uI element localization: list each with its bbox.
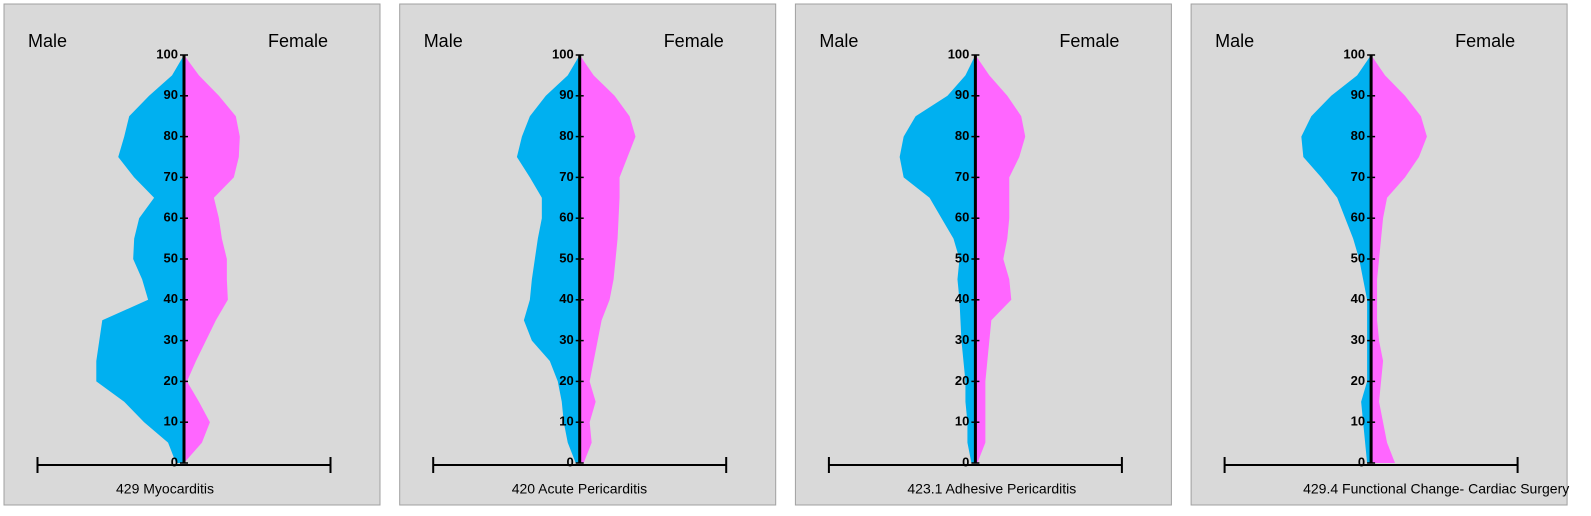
y-tick-label: 100: [552, 46, 574, 61]
y-tick-label: 10: [1351, 414, 1365, 429]
y-tick-label: 90: [164, 87, 178, 102]
y-tick-label: 10: [955, 414, 969, 429]
y-tick-label: 80: [164, 128, 178, 143]
y-tick-label: 20: [955, 373, 969, 388]
area: [899, 55, 976, 463]
y-tick-label: 70: [955, 169, 969, 184]
panel: Male Female 0 10 20 30 40 50 60 70 80 90 100 420 Acut…: [399, 3, 777, 506]
y-tick-label: 60: [164, 210, 178, 225]
y-tick-label: 30: [1351, 332, 1365, 347]
chart-title: 423.1 Adhesive Pericarditis: [907, 481, 1076, 497]
y-tick-label: 40: [164, 291, 178, 306]
y-tick-label: 50: [164, 250, 178, 265]
legend-label: Female: [1455, 31, 1515, 51]
y-tick-label: 70: [559, 169, 573, 184]
y-tick-label: 20: [164, 373, 178, 388]
legend-label: Female: [1059, 31, 1119, 51]
y-tick-label: 0: [1358, 454, 1365, 469]
y-tick-label: 100: [156, 46, 178, 61]
area: [516, 55, 580, 463]
y-tick-label: 90: [1351, 87, 1365, 102]
y-tick-label: 0: [962, 454, 969, 469]
legend-label: Female: [664, 31, 724, 51]
y-tick-label: 0: [566, 454, 573, 469]
y-tick-label: 90: [955, 87, 969, 102]
y-tick-label: 50: [1351, 250, 1365, 265]
y-tick-label: 90: [559, 87, 573, 102]
legend-label: Male: [28, 31, 67, 51]
y-tick-label: 40: [1351, 291, 1365, 306]
y-tick-label: 0: [171, 454, 178, 469]
chart-title: 420 Acute Pericarditis: [512, 481, 647, 497]
y-tick-label: 30: [955, 332, 969, 347]
legend-label: Female: [268, 31, 328, 51]
y-tick-label: 30: [164, 332, 178, 347]
y-tick-label: 30: [559, 332, 573, 347]
area: [184, 55, 240, 463]
y-tick-label: 10: [559, 414, 573, 429]
y-tick-label: 80: [1351, 128, 1365, 143]
legend-label: Male: [424, 31, 463, 51]
area: [1371, 55, 1427, 463]
y-tick-label: 40: [559, 291, 573, 306]
y-tick-label: 20: [559, 373, 573, 388]
y-tick-label: 50: [559, 250, 573, 265]
chart-title: 429.4 Functional Change- Cardiac Surgery: [1303, 481, 1569, 497]
y-tick-label: 10: [164, 414, 178, 429]
panel: Male Female 0 10 20 30 40 50 60 70 80 90 100 429 Myoc…: [3, 3, 381, 506]
y-tick-label: 50: [955, 250, 969, 265]
chart-title: 429 Myocarditis: [116, 481, 214, 497]
area: [579, 55, 636, 463]
area: [975, 55, 1026, 463]
y-tick-label: 20: [1351, 373, 1365, 388]
panel: Male Female 0 10 20 30 40 50 60 70 80 90 100 423.1 Ad…: [794, 3, 1172, 506]
y-tick-label: 60: [559, 210, 573, 225]
y-tick-label: 40: [955, 291, 969, 306]
y-tick-label: 60: [1351, 210, 1365, 225]
y-tick-label: 100: [948, 46, 970, 61]
legend-label: Male: [819, 31, 858, 51]
y-tick-label: 100: [1343, 46, 1365, 61]
legend-label: Male: [1215, 31, 1254, 51]
area: [1301, 55, 1372, 463]
area: [96, 55, 184, 463]
y-tick-label: 80: [955, 128, 969, 143]
panel: Male Female 0 10 20 30 40 50 60 70 80 90 100 429.4 Fu…: [1190, 3, 1569, 506]
y-tick-label: 70: [164, 169, 178, 184]
y-tick-label: 70: [1351, 169, 1365, 184]
y-tick-label: 80: [559, 128, 573, 143]
y-tick-label: 60: [955, 210, 969, 225]
